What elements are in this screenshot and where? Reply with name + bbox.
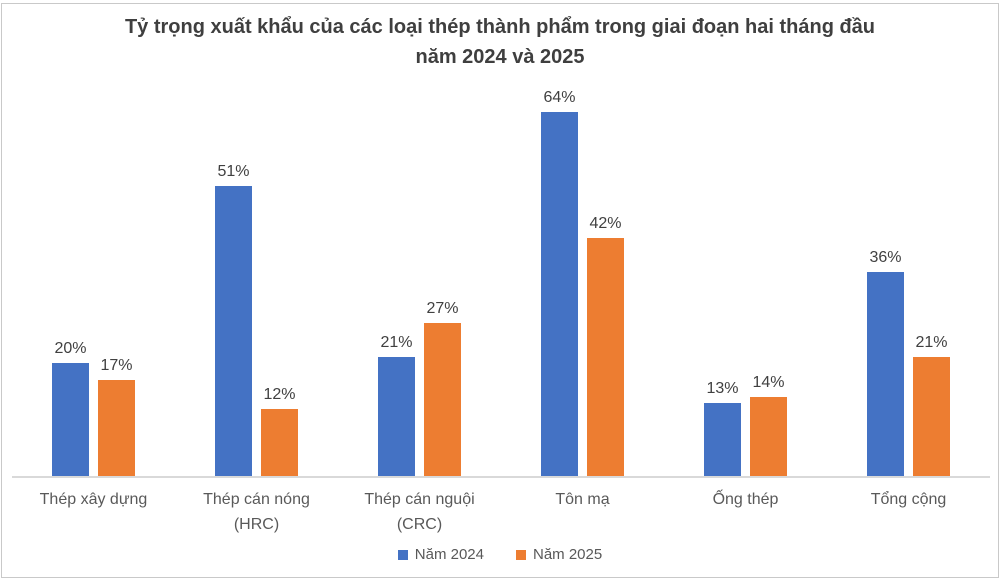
bar-series-0 [52, 363, 89, 477]
bar-column-series-0: 20% [52, 340, 89, 477]
data-label: 64% [543, 89, 576, 107]
bar-group: 21% 27% [338, 85, 501, 477]
bar-column-series-1: 14% [750, 374, 787, 477]
legend-label: Năm 2024 [414, 546, 484, 563]
bar-series-1 [261, 408, 298, 477]
bar-column-series-0: 64% [541, 89, 578, 477]
bar-series-0 [541, 112, 578, 477]
bar-column-series-1: 17% [98, 357, 135, 477]
data-label: 12% [263, 385, 296, 403]
bar-column-series-1: 42% [587, 215, 624, 477]
bar-series-0 [378, 357, 415, 477]
bar-column-series-0: 21% [378, 334, 415, 477]
bar-column-series-0: 36% [867, 249, 904, 477]
bar-group: 13% 14% [664, 85, 827, 477]
legend-marker-icon [397, 549, 408, 560]
data-label: 21% [380, 334, 413, 352]
bar-series-1 [587, 237, 624, 477]
category-label: Thép cán nguội (CRC) [364, 491, 475, 533]
category-label: Thép cán nóng (HRC) [203, 491, 310, 533]
data-label: 13% [706, 379, 739, 397]
data-label: 14% [752, 374, 785, 392]
legend-item-series-0: Năm 2024 [397, 546, 484, 563]
category-label: Tôn mạ [555, 491, 610, 508]
bar-group: 64% 42% [501, 85, 664, 477]
bar-series-1 [913, 357, 950, 477]
bar-series-1 [98, 380, 135, 477]
category-label: Thép xây dựng [39, 491, 148, 508]
bar-series-0 [704, 402, 741, 477]
bar-column-series-1: 21% [913, 334, 950, 477]
bar-column-series-1: 12% [261, 386, 298, 477]
bar-series-1 [424, 323, 461, 477]
x-axis-line [12, 476, 990, 478]
chart-title-line2: năm 2024 và 2025 [415, 46, 585, 68]
category-axis: Thép xây dựng Thép cán nóng (HRC) Thép cán… [12, 487, 990, 537]
bar-column-series-0: 51% [215, 163, 252, 477]
bar-series-0 [867, 271, 904, 477]
data-label: 21% [915, 334, 948, 352]
legend-label: Năm 2025 [533, 546, 603, 563]
chart-title-line1: Tỷ trọng xuất khẩu của các loại thép thà… [124, 16, 876, 38]
bar-group: 36% 21% [827, 85, 990, 477]
chart-title: Tỷ trọng xuất khẩu của các loại thép thà… [0, 12, 1000, 72]
bar-group: 20% 17% [12, 85, 175, 477]
data-label: 51% [217, 163, 250, 181]
legend-marker-icon [516, 549, 526, 560]
legend: Năm 2024 Năm 2025 [0, 546, 1000, 563]
category-label: Tổng cộng [870, 491, 947, 508]
category-label: Ống thép [712, 491, 779, 508]
plot-area: 20% 17% 51% 12% 21% 27% 64% 42% 13% 14% 36% 21% [12, 85, 990, 477]
data-label: 27% [426, 300, 459, 318]
data-label: 42% [589, 214, 622, 232]
bar-column-series-0: 13% [704, 380, 741, 477]
data-label: 17% [100, 357, 133, 375]
bar-column-series-1: 27% [424, 300, 461, 477]
bar-group: 51% 12% [175, 85, 338, 477]
bar-series-1 [750, 397, 787, 477]
data-label: 36% [869, 248, 902, 266]
data-label: 20% [54, 340, 87, 357]
bar-series-0 [215, 186, 252, 477]
legend-item-series-1: Năm 2025 [516, 546, 602, 563]
